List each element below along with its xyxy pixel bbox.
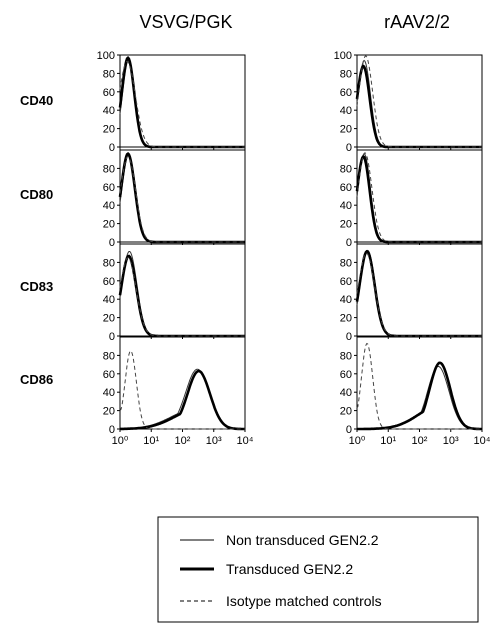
x-tick-label: 10⁰ — [112, 435, 129, 447]
x-tick-label: 10⁰ — [349, 435, 366, 447]
y-tick-label: 60 — [103, 369, 115, 381]
legend-label-isotype: Isotype matched controls — [226, 593, 382, 609]
y-tick-label: 20 — [103, 406, 115, 418]
histogram-curve-transduced-gen2-2 — [355, 249, 482, 338]
y-tick-label: 0 — [346, 142, 352, 154]
x-tick-label: 10² — [175, 435, 191, 447]
histogram-curve-isotype-matched-controls — [356, 152, 482, 243]
panel-cd80-vsvg: 0 20 40 60 80 — [103, 149, 246, 249]
y-tick-label: 100 — [97, 50, 115, 62]
y-tick-label: 40 — [103, 200, 115, 212]
legend: Non transduced GEN2.2 Transduced GEN2.2 … — [157, 516, 479, 623]
y-tick-label: 20 — [340, 406, 352, 418]
y-tick-label: 60 — [103, 276, 115, 288]
histogram-curve-non-transduced-gen2-2 — [119, 59, 245, 148]
y-tick-label: 60 — [340, 87, 352, 99]
y-tick-label: 0 — [109, 331, 115, 343]
column-title-raav: rAAV2/2 — [384, 12, 450, 32]
x-tick-label: 10³ — [206, 435, 222, 447]
y-tick-label: 20 — [103, 124, 115, 136]
y-tick-label: 80 — [340, 350, 352, 362]
panel-cd86-vsvg: 0 20 40 60 80 10⁰ 10¹ 10² 10³ 10⁴ — [103, 336, 254, 447]
panel-cd83-raav: 0 20 40 60 80 — [340, 243, 483, 343]
y-tick-label: 0 — [346, 331, 352, 343]
histogram-curve-isotype-matched-controls — [356, 342, 482, 430]
row-label-cd86: CD86 — [20, 372, 53, 387]
x-tick-label: 10¹ — [380, 435, 396, 447]
panel-cd40-raav: 0 20 40 60 80 100 — [334, 50, 483, 154]
y-tick-label: 80 — [103, 257, 115, 269]
histogram-curve-transduced-gen2-2 — [118, 152, 245, 244]
x-tick-label: 10¹ — [143, 435, 159, 447]
y-tick-label: 0 — [109, 424, 115, 436]
row-label-cd40: CD40 — [20, 93, 53, 108]
histogram-curve-non-transduced-gen2-2 — [119, 251, 245, 337]
y-tick-label: 80 — [103, 163, 115, 175]
y-tick-label: 40 — [340, 105, 352, 117]
panel-frame — [119, 336, 246, 430]
panel-cd86-raav: 0 20 40 60 80 10⁰ 10¹ 10² 10³ 10⁴ — [340, 336, 491, 447]
y-tick-label: 40 — [340, 387, 352, 399]
y-tick-label: 80 — [103, 68, 115, 80]
y-tick-label: 60 — [103, 87, 115, 99]
y-tick-label: 40 — [103, 387, 115, 399]
y-tick-label: 20 — [340, 313, 352, 325]
histogram-curve-transduced-gen2-2 — [355, 154, 482, 244]
y-tick-label: 80 — [103, 350, 115, 362]
y-tick-label: 40 — [103, 294, 115, 306]
row-label-cd83: CD83 — [20, 279, 53, 294]
histogram-curve-isotype-matched-controls — [356, 252, 482, 337]
y-tick-label: 0 — [109, 237, 115, 249]
panel-frame — [119, 149, 246, 243]
y-tick-label: 80 — [340, 257, 352, 269]
y-tick-label: 60 — [340, 276, 352, 288]
histogram-curve-non-transduced-gen2-2 — [357, 365, 482, 430]
y-tick-label: 60 — [103, 182, 115, 194]
row-label-cd80: CD80 — [20, 187, 53, 202]
y-tick-label: 0 — [109, 142, 115, 154]
x-tick-label: 10³ — [443, 435, 459, 447]
histogram-curve-isotype-matched-controls — [356, 55, 482, 148]
histogram-curve-transduced-gen2-2 — [118, 254, 245, 338]
histogram-curve-transduced-gen2-2 — [118, 55, 245, 149]
panel-frame — [119, 243, 246, 337]
x-tick-label: 10² — [412, 435, 428, 447]
y-tick-label: 60 — [340, 182, 352, 194]
y-tick-label: 80 — [340, 68, 352, 80]
histogram-curve-isotype-matched-controls — [119, 350, 245, 430]
x-tick-label: 10⁴ — [474, 435, 491, 447]
histogram-curve-non-transduced-gen2-2 — [119, 153, 245, 243]
panel-cd40-vsvg: 0 20 40 60 80 100 — [97, 50, 246, 154]
y-tick-label: 0 — [346, 424, 352, 436]
y-tick-label: 0 — [346, 237, 352, 249]
y-tick-label: 20 — [340, 124, 352, 136]
histogram-curve-isotype-matched-controls — [119, 60, 245, 148]
panel-cd83-vsvg: 0 20 40 60 80 — [103, 243, 246, 343]
y-tick-label: 80 — [340, 163, 352, 175]
y-tick-label: 40 — [103, 105, 115, 117]
histogram-curve-transduced-gen2-2 — [120, 369, 245, 431]
y-tick-label: 60 — [340, 369, 352, 381]
y-tick-label: 20 — [103, 219, 115, 231]
x-tick-label: 10⁴ — [237, 435, 254, 447]
y-tick-label: 20 — [340, 219, 352, 231]
column-title-vsvg: VSVG/PGK — [139, 12, 232, 32]
histogram-panels: 0 20 40 60 80 100 0 20 40 60 80 0 20 40 60 80 0 20 40 60 80 1… — [97, 50, 491, 447]
histogram-curve-isotype-matched-controls — [119, 155, 245, 243]
y-tick-label: 40 — [340, 294, 352, 306]
histogram-curve-non-transduced-gen2-2 — [120, 368, 245, 430]
y-tick-label: 100 — [334, 50, 352, 62]
y-tick-label: 20 — [103, 313, 115, 325]
histogram-curve-transduced-gen2-2 — [357, 361, 482, 431]
y-tick-label: 40 — [340, 200, 352, 212]
legend-label-non-transduced: Non transduced GEN2.2 — [226, 532, 379, 548]
legend-label-transduced: Transduced GEN2.2 — [226, 561, 353, 577]
histogram-curve-transduced-gen2-2 — [355, 64, 482, 149]
panel-cd80-raav: 0 20 40 60 80 — [340, 149, 483, 249]
